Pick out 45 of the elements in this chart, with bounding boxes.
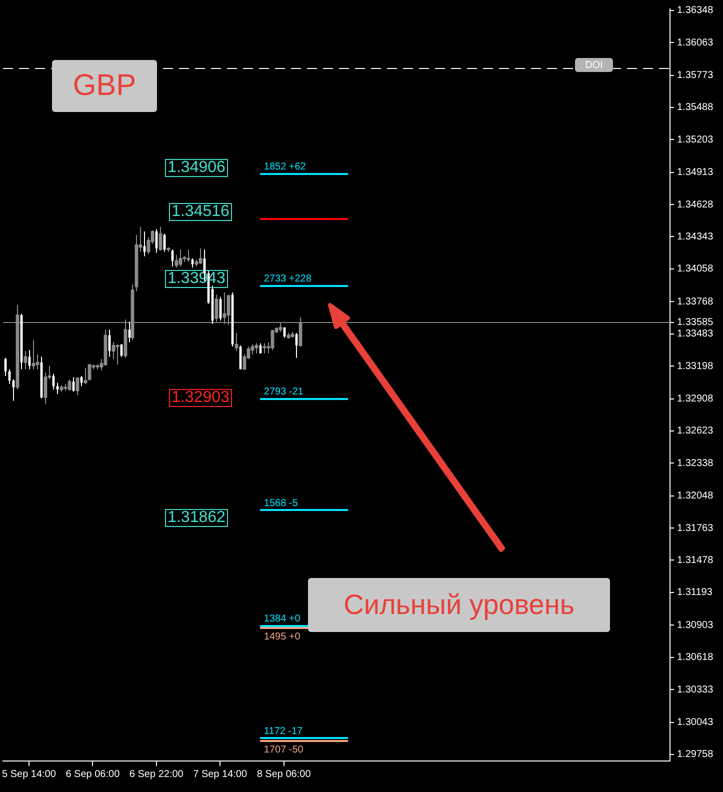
y-tick-label: 1.30333 (677, 684, 714, 696)
y-tick-label: 1.33585 (677, 317, 714, 328)
y-tick-label: 1.33483 (677, 328, 714, 340)
y-tick-label: 1.32623 (677, 426, 714, 437)
annotation: DOI (575, 58, 613, 72)
annotation: 2793 -21 (264, 386, 304, 398)
x-tick-label: 5 Sep 14:00 (2, 768, 56, 780)
annotation: 1852 +62 (264, 162, 306, 173)
x-tick-label: 6 Sep 22:00 (129, 768, 184, 780)
x-tick-label: 7 Sep 14:00 (193, 768, 248, 780)
annotation: GBP (52, 60, 157, 112)
y-tick-label: 1.31763 (677, 522, 714, 534)
annotation: 1.34906 (165, 159, 228, 177)
annotation: 1.34516 (169, 203, 232, 221)
y-tick-label: 1.33768 (677, 296, 714, 308)
annotation: Сильный уровень (308, 578, 610, 632)
y-tick-label: 1.31478 (677, 554, 714, 566)
y-tick-label: 1.32338 (677, 458, 714, 469)
annotation: 1.31862 (165, 509, 228, 527)
x-tick-label: 8 Sep 06:00 (256, 768, 312, 780)
y-tick-label: 1.30043 (677, 717, 714, 728)
y-tick-label: 1.33198 (677, 360, 714, 372)
y-tick-label: 1.35773 (677, 70, 714, 82)
annotation: 1384 +0 (264, 613, 301, 624)
annotation: 1.32903 (169, 389, 232, 407)
y-tick-label: 1.36348 (677, 5, 714, 16)
y-tick-label: 1.32048 (677, 490, 714, 502)
y-tick-label: 1.29758 (677, 749, 714, 760)
annotation: 1172 -17 (264, 726, 304, 738)
y-tick-label: 1.32908 (677, 394, 714, 405)
x-tick-label: 6 Sep 06:00 (66, 768, 120, 780)
annotation: 1495 +0 (264, 632, 301, 643)
y-tick-label: 1.30903 (677, 620, 714, 631)
y-tick-label: 1.30618 (677, 652, 714, 664)
annotation: 2733 +228 (264, 273, 312, 284)
y-tick-label: 1.34628 (677, 199, 714, 210)
y-tick-label: 1.34913 (677, 167, 714, 178)
y-tick-label: 1.35488 (677, 102, 714, 114)
y-tick-label: 1.34343 (677, 231, 714, 242)
annotation: 1568 -5 (264, 498, 298, 510)
y-tick-label: 1.36063 (677, 37, 714, 48)
y-tick-label: 1.34058 (677, 264, 714, 275)
y-tick-label: 1.35203 (677, 134, 714, 146)
y-tick-label: 1.31193 (677, 587, 713, 598)
annotation: 1707 -50 (264, 744, 304, 756)
